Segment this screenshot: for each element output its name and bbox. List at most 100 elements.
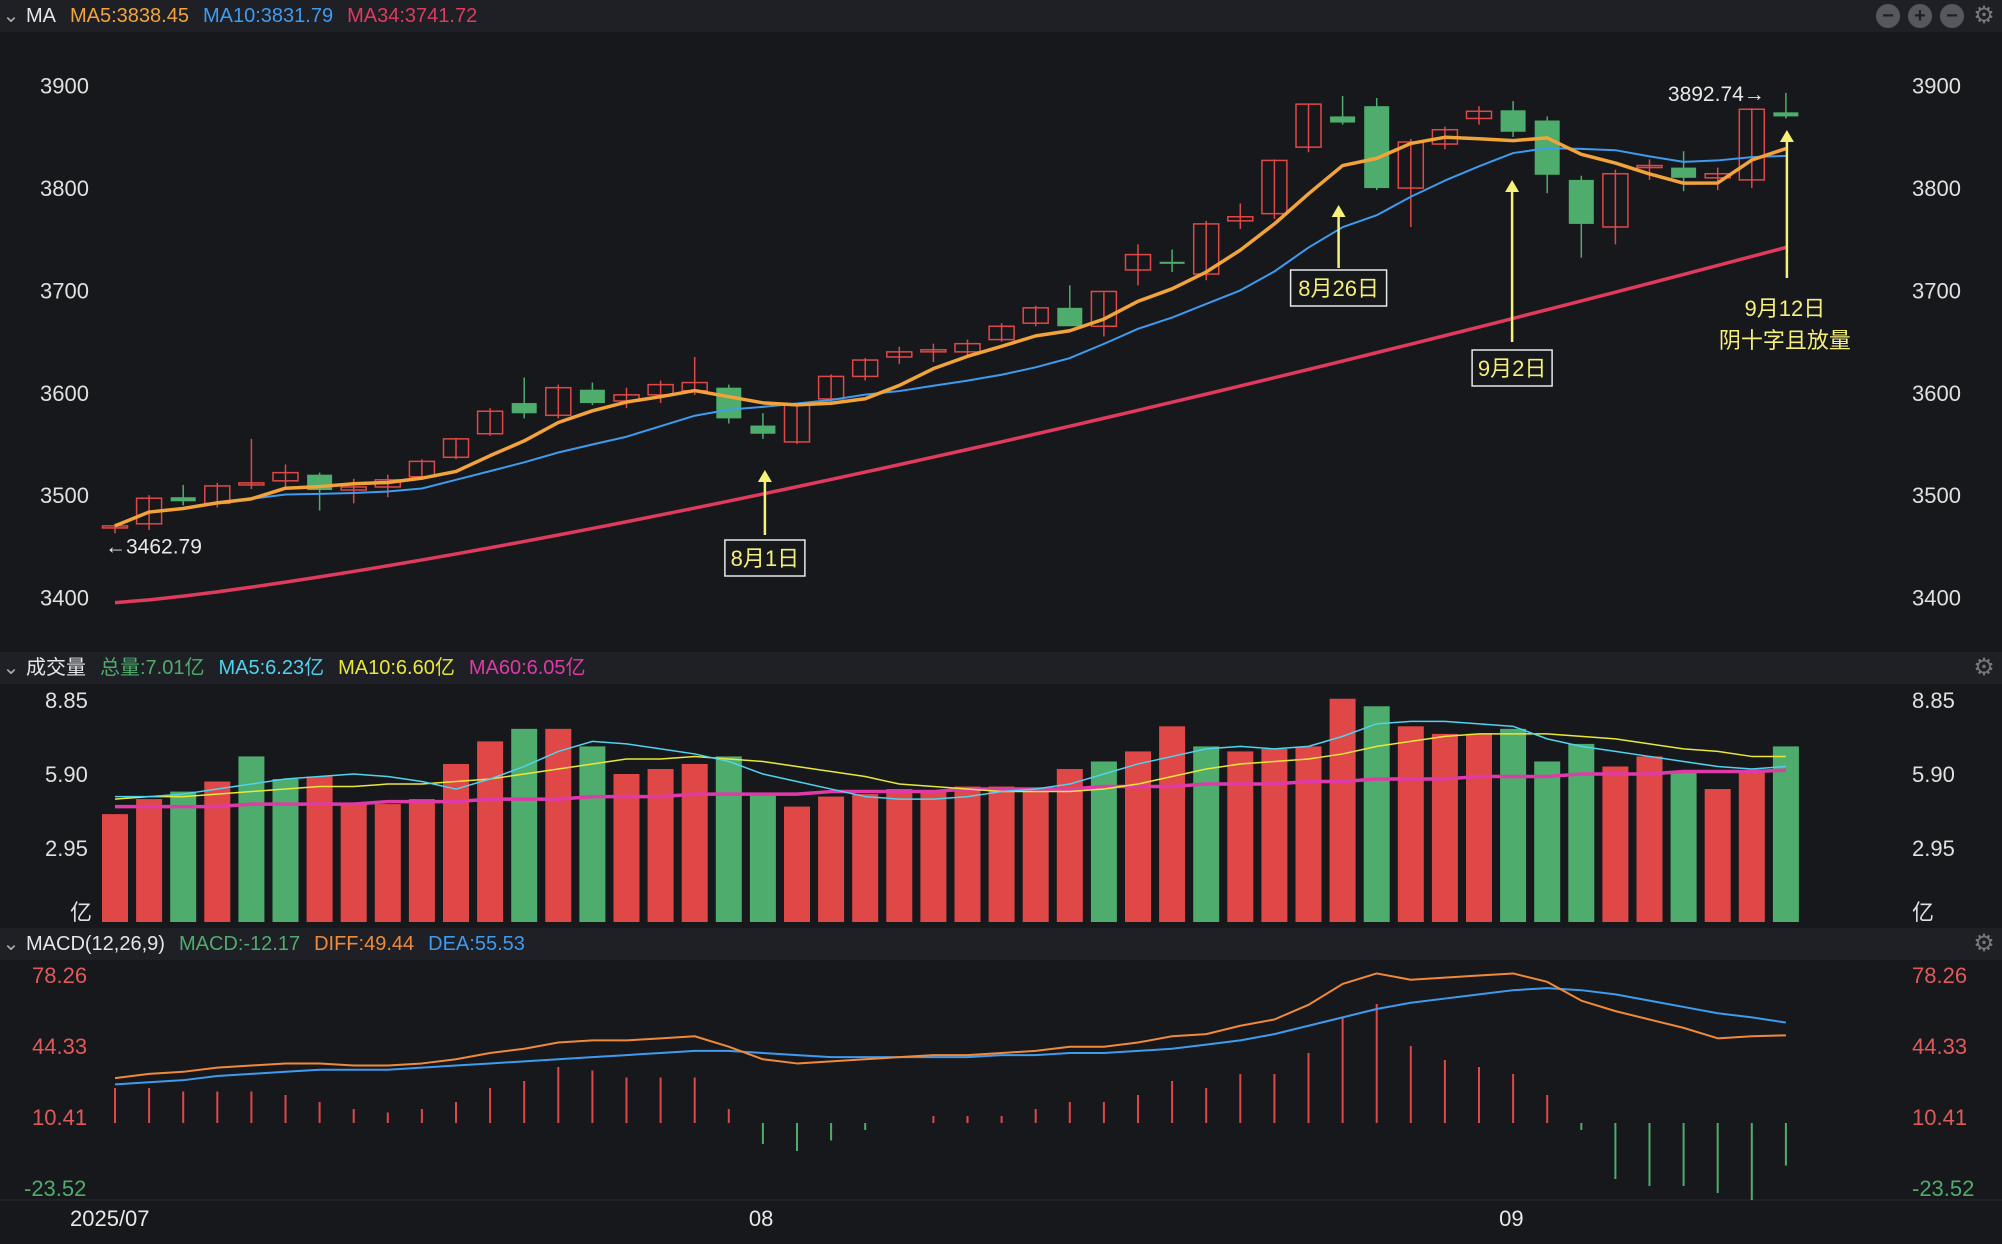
volume-bar [1568, 743, 1595, 922]
volume-bar [477, 741, 504, 922]
collapse-chevron-icon[interactable]: ⌄ [2, 933, 20, 955]
x-axis-label: 2025/07 [70, 1206, 150, 1231]
candle-body [716, 387, 742, 419]
candle-body [750, 425, 776, 434]
candle-body [1636, 164, 1663, 169]
vma60-readout: MA60:6.05亿 [468, 657, 586, 679]
macd-dea-line [114, 987, 1787, 1086]
annotation-box [1471, 349, 1553, 387]
volume-bar [1295, 746, 1322, 922]
gear-icon[interactable]: ⚙ [1973, 2, 1995, 29]
volume-bar [1670, 771, 1697, 922]
macd-readout: MACD:-12.17 [178, 933, 301, 955]
volume-bar [1227, 751, 1254, 922]
annotation-label: 8月26日 [1298, 276, 1379, 301]
candle-body [545, 386, 572, 417]
volume-bar [545, 728, 572, 922]
volume-bar [852, 794, 879, 922]
candle-body [442, 438, 470, 459]
candle-body [340, 486, 367, 491]
macd-axis-left-label: -23.52 [24, 1176, 86, 1201]
macd-diff-line [114, 972, 1786, 1080]
price-min-label: ←3462.79 [105, 535, 202, 558]
volume-axis-left-label: 5.90 [45, 762, 88, 787]
volume-ma5-line [115, 720, 1786, 800]
vma10-readout: MA10:6.60亿 [338, 657, 455, 679]
volume-bar [579, 746, 606, 922]
candle-body [1568, 179, 1594, 224]
candle-body [817, 375, 845, 400]
volume-bar [1056, 768, 1083, 922]
candle-body [1057, 307, 1083, 327]
volume-bar [238, 756, 265, 922]
price-axis-left-label: 3400 [40, 586, 89, 611]
annotation-arrow-head [757, 470, 772, 482]
candle-body [920, 349, 947, 353]
volume-bar [1534, 761, 1561, 922]
volume-axis-right-label: 5.90 [1912, 762, 1955, 787]
annotation-label: 9月12日 [1745, 296, 1826, 321]
x-axis-label: 09 [1499, 1206, 1523, 1231]
volume-bar [102, 814, 128, 922]
volume-bar [511, 728, 538, 922]
x-axis-label: 08 [749, 1206, 773, 1231]
annotation-arrow-head [1505, 180, 1520, 192]
ma5-line [114, 135, 1787, 528]
macd-axis-right-label: 78.26 [1912, 963, 1967, 988]
price-axis-left-label: 3500 [40, 483, 89, 508]
volume-axis-right-label: 亿 [1912, 900, 1934, 925]
price-indicator-title[interactable]: MA [26, 5, 56, 27]
candle-body [1159, 261, 1185, 264]
candle-body [170, 497, 196, 502]
volume-bar [306, 776, 333, 922]
volume-axis-right-label: 2.95 [1912, 836, 1955, 861]
gear-icon[interactable]: ⚙ [1973, 930, 1995, 957]
volume-bar [1363, 706, 1390, 922]
volume-bar [1431, 733, 1458, 922]
annotation-box [724, 539, 806, 577]
ma34-readout: MA34:3741.72 [347, 5, 478, 27]
annotation-arrow-head [1331, 205, 1346, 217]
macd-axis-right-label: 44.33 [1912, 1034, 1967, 1059]
annotation-arrow-head [1779, 130, 1794, 142]
candle-body [1465, 110, 1493, 120]
volume-bar [340, 804, 367, 922]
collapse-chevron-icon[interactable]: ⌄ [2, 657, 20, 679]
vma5-readout: MA5:6.23亿 [218, 657, 325, 679]
price-max-label: 3892.74→ [1668, 83, 1765, 106]
annotation-box [1289, 269, 1388, 307]
remove-icon[interactable]: − [1940, 4, 1964, 28]
minimize-icon[interactable]: − [1876, 4, 1900, 28]
macd-axis-left-label: 10.41 [32, 1105, 87, 1130]
annotation-label: 9月2日 [1478, 356, 1546, 381]
annotation-note: 阴十字且放量 [1719, 328, 1851, 353]
diff-readout: DIFF:49.44 [314, 933, 415, 955]
macd-title[interactable]: MACD(12,26,9) [26, 933, 165, 955]
collapse-chevron-icon[interactable]: ⌄ [2, 5, 20, 27]
ma5-readout: MA5:3838.45 [70, 5, 189, 27]
price-axis-left-label: 3600 [40, 381, 89, 406]
candle-body [1738, 108, 1766, 181]
volume-bar [408, 799, 435, 922]
volume-title[interactable]: 成交量 [26, 657, 86, 679]
candle-body [988, 325, 1015, 341]
candle-body [647, 383, 674, 396]
volume-bar [443, 763, 469, 922]
volume-axis-left-label: 亿 [70, 900, 92, 925]
candle-body [954, 342, 981, 353]
volume-bar [1772, 746, 1799, 922]
volume-bar [988, 786, 1015, 922]
add-icon[interactable]: + [1908, 4, 1932, 28]
candle-body [1261, 159, 1288, 215]
volume-bar [818, 796, 845, 922]
volume-bar [715, 756, 742, 922]
price-axis-left-label: 3800 [40, 176, 89, 201]
macd-axis-right-label: 10.41 [1912, 1105, 1967, 1130]
price-axis-right-label: 3400 [1912, 586, 1961, 611]
candle-body [1124, 253, 1152, 271]
gear-icon[interactable]: ⚙ [1973, 654, 1995, 681]
volume-bar [1466, 733, 1492, 922]
volume-axis-left-label: 2.95 [45, 836, 88, 861]
candle-body [272, 471, 299, 482]
